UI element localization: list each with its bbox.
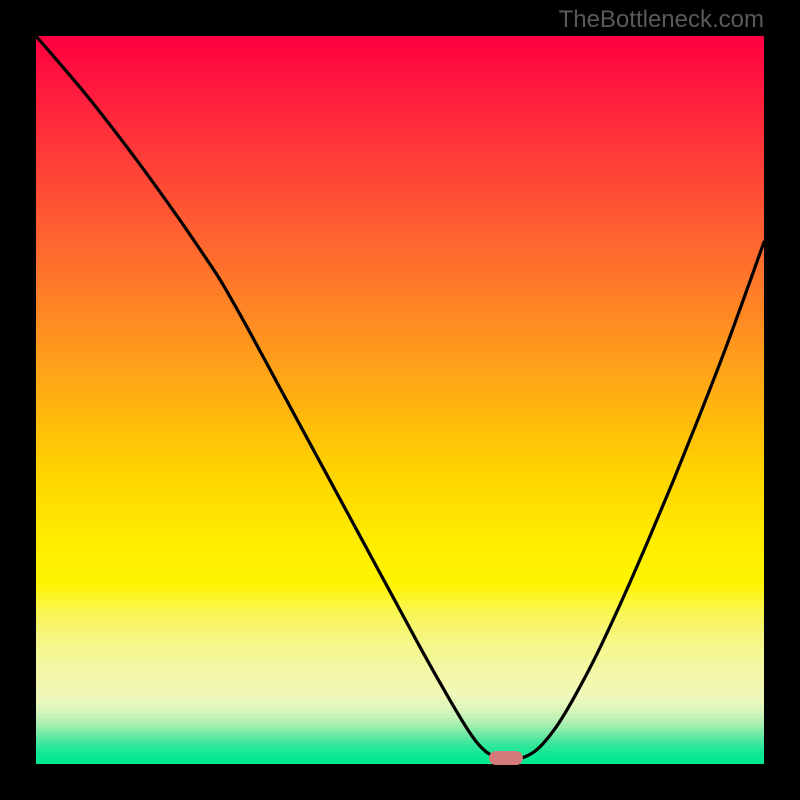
plot-area xyxy=(36,36,764,764)
bottleneck-curve xyxy=(36,36,764,760)
chart-stage: TheBottleneck.com xyxy=(0,0,800,800)
watermark-text: TheBottleneck.com xyxy=(559,6,764,34)
optimal-marker xyxy=(489,751,523,765)
curve-layer xyxy=(36,36,764,764)
